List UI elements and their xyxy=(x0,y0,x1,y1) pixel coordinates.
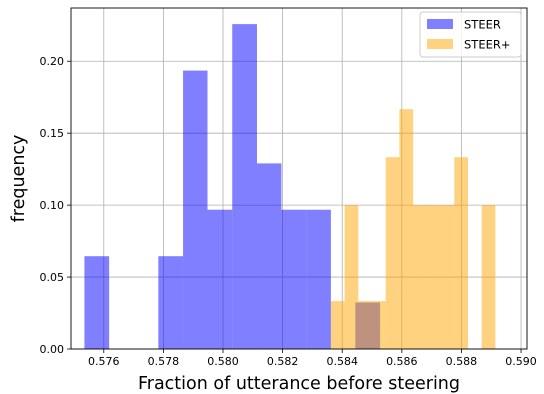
legend-label-steer-plus: STEER+ xyxy=(464,38,510,52)
histogram-bar-steer-plus xyxy=(330,301,345,349)
x-axis-label: Fraction of utterance before steering xyxy=(138,374,460,394)
histogram-bars xyxy=(84,24,496,349)
histogram-bar-steer-plus xyxy=(385,157,400,349)
histogram-bar-steer-plus xyxy=(440,205,455,349)
histogram-bar-steer-plus xyxy=(454,157,468,349)
legend-label-steer: STEER xyxy=(464,18,501,32)
histogram-bar-steer-plus xyxy=(481,205,496,349)
histogram-bar-steer xyxy=(84,256,110,349)
histogram-bar-steer-plus xyxy=(399,109,414,349)
histogram-bar-steer xyxy=(183,70,208,349)
x-tick-label: 0.586 xyxy=(386,355,418,368)
x-tick-label: 0.578 xyxy=(148,355,180,368)
histogram-bar-steer-plus xyxy=(426,205,441,349)
histogram-bar-steer-plus xyxy=(344,205,359,349)
y-axis-label: frequency xyxy=(9,135,29,223)
histogram-bar-steer xyxy=(158,256,184,349)
histogram-bar-steer-plus xyxy=(413,205,427,349)
y-tick-label: 0.05 xyxy=(40,271,65,284)
x-tick-label: 0.576 xyxy=(88,355,120,368)
y-tick-label: 0.15 xyxy=(40,127,65,140)
legend-swatch-steer xyxy=(427,19,453,29)
legend-swatch-steer-plus xyxy=(427,39,453,49)
histogram-bar-steer xyxy=(281,209,307,349)
histogram-bar-steer xyxy=(306,209,331,349)
x-tick-label: 0.588 xyxy=(446,355,478,368)
y-tick-label: 0.20 xyxy=(40,55,65,68)
histogram-bar-steer xyxy=(256,163,282,349)
histogram-bar-steer-plus xyxy=(372,301,386,349)
x-tick-label: 0.590 xyxy=(505,355,537,368)
y-tick-label: 0.00 xyxy=(40,343,65,356)
histogram-bar-steer xyxy=(232,24,257,349)
plot-frame xyxy=(70,7,528,350)
x-tick-label: 0.582 xyxy=(267,355,299,368)
histogram-bar-steer xyxy=(207,209,233,349)
y-tick-label: 0.10 xyxy=(40,199,65,212)
axis-ticks: 0.576 0.578 0.580 0.582 0.584 0.586 0.588 0.590… xyxy=(40,55,537,368)
x-tick-label: 0.584 xyxy=(326,355,358,368)
x-tick-label: 0.580 xyxy=(207,355,239,368)
histogram-bar-steer-plus xyxy=(358,301,373,349)
legend: STEER STEER+ xyxy=(419,11,522,58)
